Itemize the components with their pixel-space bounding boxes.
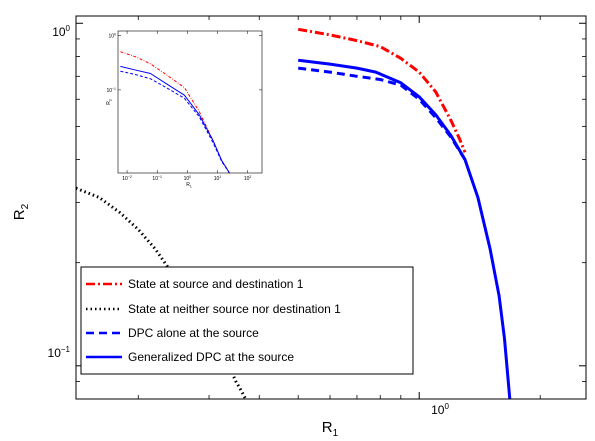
x-axis-label: R1 [322,419,339,439]
main-series-group [76,27,512,399]
x-tick-label-1: 100 [431,402,449,417]
legend-label-state-neither: State at neither source nor destination … [128,302,341,316]
series-line-1 [76,186,247,399]
inset-series-line-2 [120,65,230,173]
inset-x-tick-label: 102 [244,175,252,182]
inset-frame [117,30,263,174]
inset-x-tick-label: 100 [184,175,192,182]
legend-label-generalized-dpc: Generalized DPC at the source [128,350,294,364]
series-line-0 [297,27,467,153]
inset-series-line-1 [120,70,230,173]
inset-x-tick-label: 10−1 [152,175,162,182]
legend: State at source and destination 1 State … [80,266,414,375]
inset-x-tick-label: 101 [214,175,222,182]
inset-series-group [120,51,230,173]
legend-label-state-source-dest: State at source and destination 1 [128,277,304,291]
series-line-3 [298,58,512,399]
inset-x-tick-label: 10−2 [122,175,132,182]
inset-tick-labels: 10−2 10−1 100 101 102 100 10−1 [106,33,251,182]
legend-label-dpc-alone: DPC alone at the source [128,326,259,340]
inset-y-tick-label: 10−1 [106,87,116,94]
plot-frame [75,15,587,400]
inset-x-axis-label: R1 [186,182,192,189]
legend-box [80,266,414,375]
inset-ticks [118,31,262,173]
series-line-2 [298,66,467,161]
inset-series-line-0 [120,51,230,173]
y-axis-label: R2 [11,203,31,220]
main-ticks [76,16,586,399]
inset-y-tick-label: 100 [108,33,116,40]
inset-y-axis-label: R2 [106,99,113,105]
y-tick-label-0p1: 10−1 [48,345,71,360]
y-tick-label-1: 100 [52,24,70,39]
